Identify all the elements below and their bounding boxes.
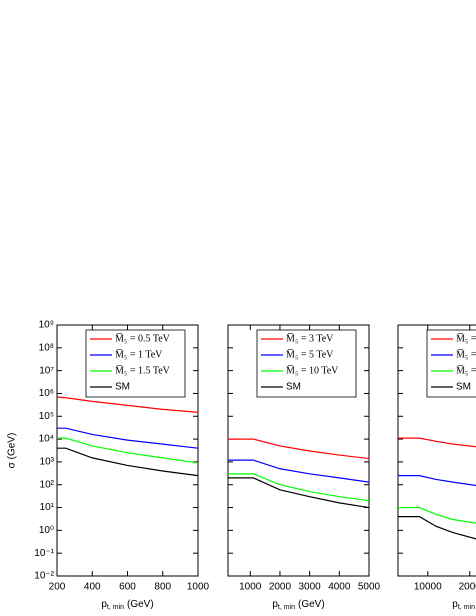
series-line: [57, 427, 198, 449]
legend-label: M̅₅ =: [456, 349, 476, 360]
legend-label: SM: [115, 382, 130, 393]
x-tick-label: 800: [154, 582, 171, 593]
y-tick-label: 10⁵: [39, 411, 54, 422]
legend-label: SM: [286, 382, 301, 393]
x-tick-label: 2000: [459, 582, 476, 593]
x-label-main: p: [272, 599, 278, 610]
x-axis-label: pt, min (GeV): [101, 599, 153, 611]
x-label-unit: (GeV): [127, 599, 154, 610]
x-axis-label: pt, min (GeV): [272, 599, 324, 611]
legend-box: [256, 329, 357, 398]
legend-label: M̅₅ = 1.5 TeV: [115, 365, 171, 376]
legend-label: M̅₅ =: [456, 365, 476, 376]
x-tick-label: 1000: [187, 582, 210, 593]
y-tick-label: 10³: [40, 457, 55, 468]
y-tick-label: 10⁴: [39, 434, 54, 445]
y-tick-label: 10⁷: [39, 365, 54, 376]
y-tick-label: 10⁻¹: [34, 548, 54, 559]
legend-box: [85, 329, 186, 398]
legend-label: M̅₅ = 10 TeV: [286, 365, 339, 376]
series-line: [398, 437, 476, 448]
series-line: [57, 396, 198, 413]
y-tick-label: 10⁹: [39, 320, 54, 331]
legend-label: M̅₅ = 5 TeV: [286, 349, 334, 360]
series-line: [398, 475, 476, 487]
legend-label: M̅₅ = 3 TeV: [286, 333, 334, 344]
y-tick-label: 10⁻²: [34, 571, 54, 582]
x-tick-label: 3000: [299, 582, 322, 593]
y-tick-label: 10⁰: [39, 525, 54, 536]
y-tick-label: 10⁸: [39, 342, 54, 353]
legend-box: [426, 329, 476, 398]
y-tick-label: 10⁶: [39, 388, 54, 399]
series-line: [228, 473, 369, 502]
x-tick-label: 2000: [269, 582, 292, 593]
x-tick-label: 10000: [414, 582, 442, 593]
plot-frame: [227, 324, 370, 577]
x-axis-label: pt, min (G: [452, 599, 476, 611]
x-label-main: p: [452, 599, 458, 610]
y-axis-label: σ (GeV): [7, 433, 18, 469]
x-tick-label: 4000: [328, 582, 351, 593]
series-line: [228, 438, 369, 460]
legend-label: SM: [456, 382, 471, 393]
x-label-main: p: [101, 599, 107, 610]
series-line: [57, 447, 198, 477]
x-tick-label: 600: [119, 582, 136, 593]
x-label-unit: (GeV): [298, 599, 325, 610]
x-label-sub: t, min (G: [458, 604, 476, 611]
x-tick-label: 200: [49, 582, 66, 593]
series-line: [398, 506, 476, 524]
x-label-sub: t, min: [107, 604, 124, 611]
y-tick-label: 10¹: [40, 502, 55, 513]
legend-label: M̅₅ = 1 TeV: [115, 349, 163, 360]
series-line: [57, 437, 198, 464]
x-tick-label: 400: [84, 582, 101, 593]
series-line: [228, 477, 369, 509]
x-tick-label: 1000: [239, 582, 262, 593]
series-line: [398, 516, 476, 540]
series-line: [228, 459, 369, 483]
legend-label: M̅₅ =: [456, 333, 476, 344]
x-label-sub: t, min: [278, 604, 295, 611]
y-tick-label: 10²: [40, 479, 55, 490]
legend-label: M̅₅ = 0.5 TeV: [115, 333, 171, 344]
plot-frame: [397, 324, 476, 577]
x-tick-label: 5000: [358, 582, 381, 593]
